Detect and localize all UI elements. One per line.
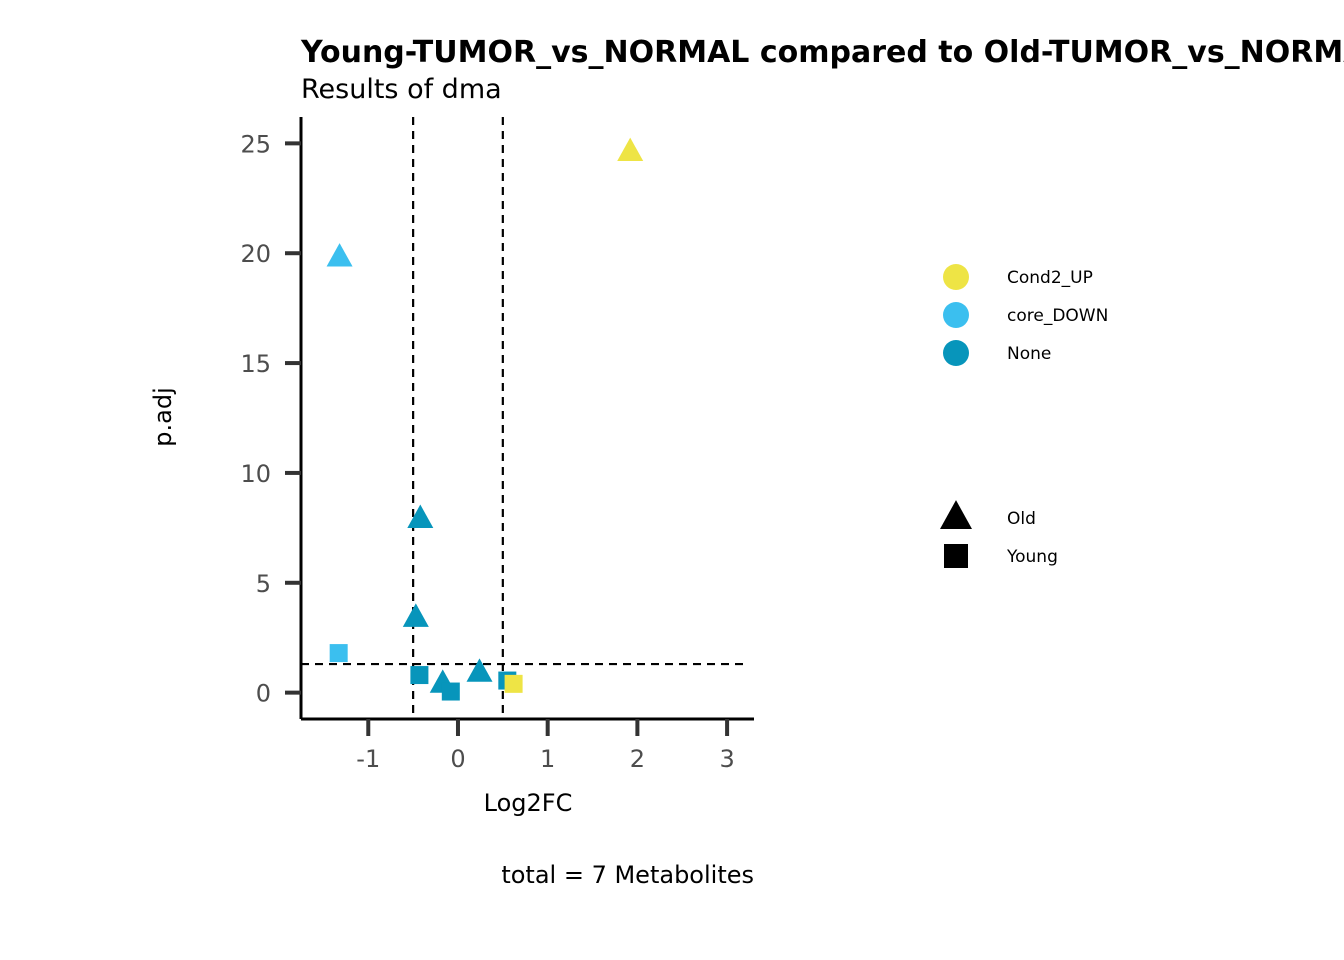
legend-color-key-2 (943, 302, 969, 328)
point-4 (402, 603, 429, 627)
chart-title: Young-TUMOR_vs_NORMAL compared to Old-TU… (300, 35, 1344, 70)
y-tick-label-25: 25 (240, 130, 271, 158)
legend-shape-key-1 (940, 500, 972, 529)
legend-shape-key-2 (944, 544, 968, 568)
legend-color-key-1 (943, 264, 969, 290)
point-11 (504, 674, 523, 693)
legend: Cond2_UP core_DOWN None Old Young (940, 264, 1108, 568)
threshold-lines (301, 117, 748, 719)
point-1 (617, 137, 644, 162)
point-9 (441, 682, 460, 701)
legend-color-label-3: None (1007, 344, 1051, 364)
x-tick-label-2: 2 (630, 745, 645, 773)
legend-shape-label-1: Old (1007, 509, 1036, 529)
x-tick-label-1: 1 (540, 745, 555, 773)
axes: 0 5 10 15 20 25 -1 0 1 2 3 (240, 117, 754, 773)
caption: total = 7 Metabolites (501, 861, 754, 889)
x-tick-label-0: 0 (450, 745, 465, 773)
point-8 (410, 666, 429, 685)
x-tick-label-3: 3 (719, 745, 734, 773)
legend-color-key-3 (943, 340, 969, 366)
chart-subtitle: Results of dma (301, 74, 502, 105)
y-tick-label-0: 0 (256, 680, 271, 708)
y-tick-label-15: 15 (240, 350, 271, 378)
x-tick-label--1: -1 (356, 745, 380, 773)
y-axis-title: p.adj (149, 387, 177, 446)
legend-color-label-1: Cond2_UP (1007, 268, 1093, 288)
data-points (326, 137, 644, 701)
y-tick-label-20: 20 (240, 240, 271, 268)
point-7 (329, 644, 348, 663)
point-5 (466, 658, 493, 682)
point-2 (326, 243, 353, 267)
y-tick-label-5: 5 (256, 570, 271, 598)
point-3 (407, 504, 434, 528)
legend-color-label-2: core_DOWN (1007, 306, 1108, 326)
legend-shape-label-2: Young (1006, 547, 1058, 567)
x-axis-title: Log2FC (484, 789, 573, 817)
y-tick-label-10: 10 (240, 460, 271, 488)
